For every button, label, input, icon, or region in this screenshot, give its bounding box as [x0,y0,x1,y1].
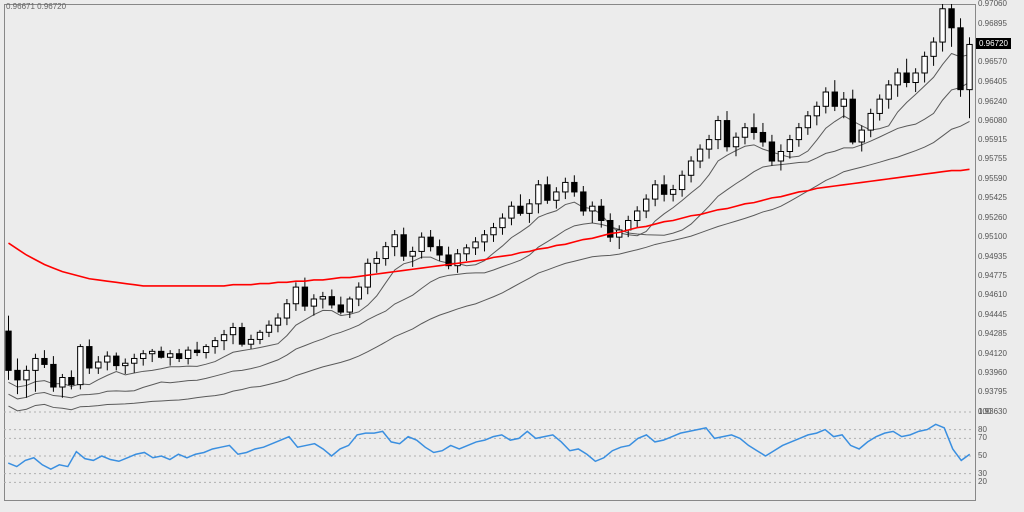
oscillator-axis-label: 30 [978,469,987,478]
y-axis-label: 0.95590 [978,174,1007,183]
y-axis-label: 0.94935 [978,252,1007,261]
chart-container: { "header": { "pair_text": "0.96671 0.96… [0,0,1024,512]
y-axis-label: 0.94120 [978,349,1007,358]
oscillator-svg [0,0,1024,512]
y-axis-label: 0.93795 [978,387,1007,396]
oscillator-axis-label: 100 [978,407,991,416]
y-axis-label: 0.96895 [978,19,1007,28]
y-axis-label: 0.94610 [978,290,1007,299]
current-price-tag: 0.96720 [976,38,1011,49]
y-axis-label: 0.95100 [978,232,1007,241]
oscillator-axis-label: 80 [978,425,987,434]
y-axis-label: 0.95260 [978,213,1007,222]
y-axis-label: 0.95915 [978,135,1007,144]
y-axis-label: 0.96080 [978,116,1007,125]
y-axis-label: 0.96405 [978,77,1007,86]
y-axis-label: 0.94445 [978,310,1007,319]
oscillator-axis-label: 50 [978,451,987,460]
y-axis-label: 0.95425 [978,193,1007,202]
y-axis-label: 0.94775 [978,271,1007,280]
y-axis-label: 0.93960 [978,368,1007,377]
y-axis-label: 0.95755 [978,154,1007,163]
y-axis-label: 0.97060 [978,0,1007,8]
oscillator-axis-label: 70 [978,433,987,442]
y-axis-label: 0.94285 [978,329,1007,338]
y-axis-label: 0.96570 [978,57,1007,66]
oscillator-axis-label: 20 [978,477,987,486]
y-axis-label: 0.96240 [978,97,1007,106]
